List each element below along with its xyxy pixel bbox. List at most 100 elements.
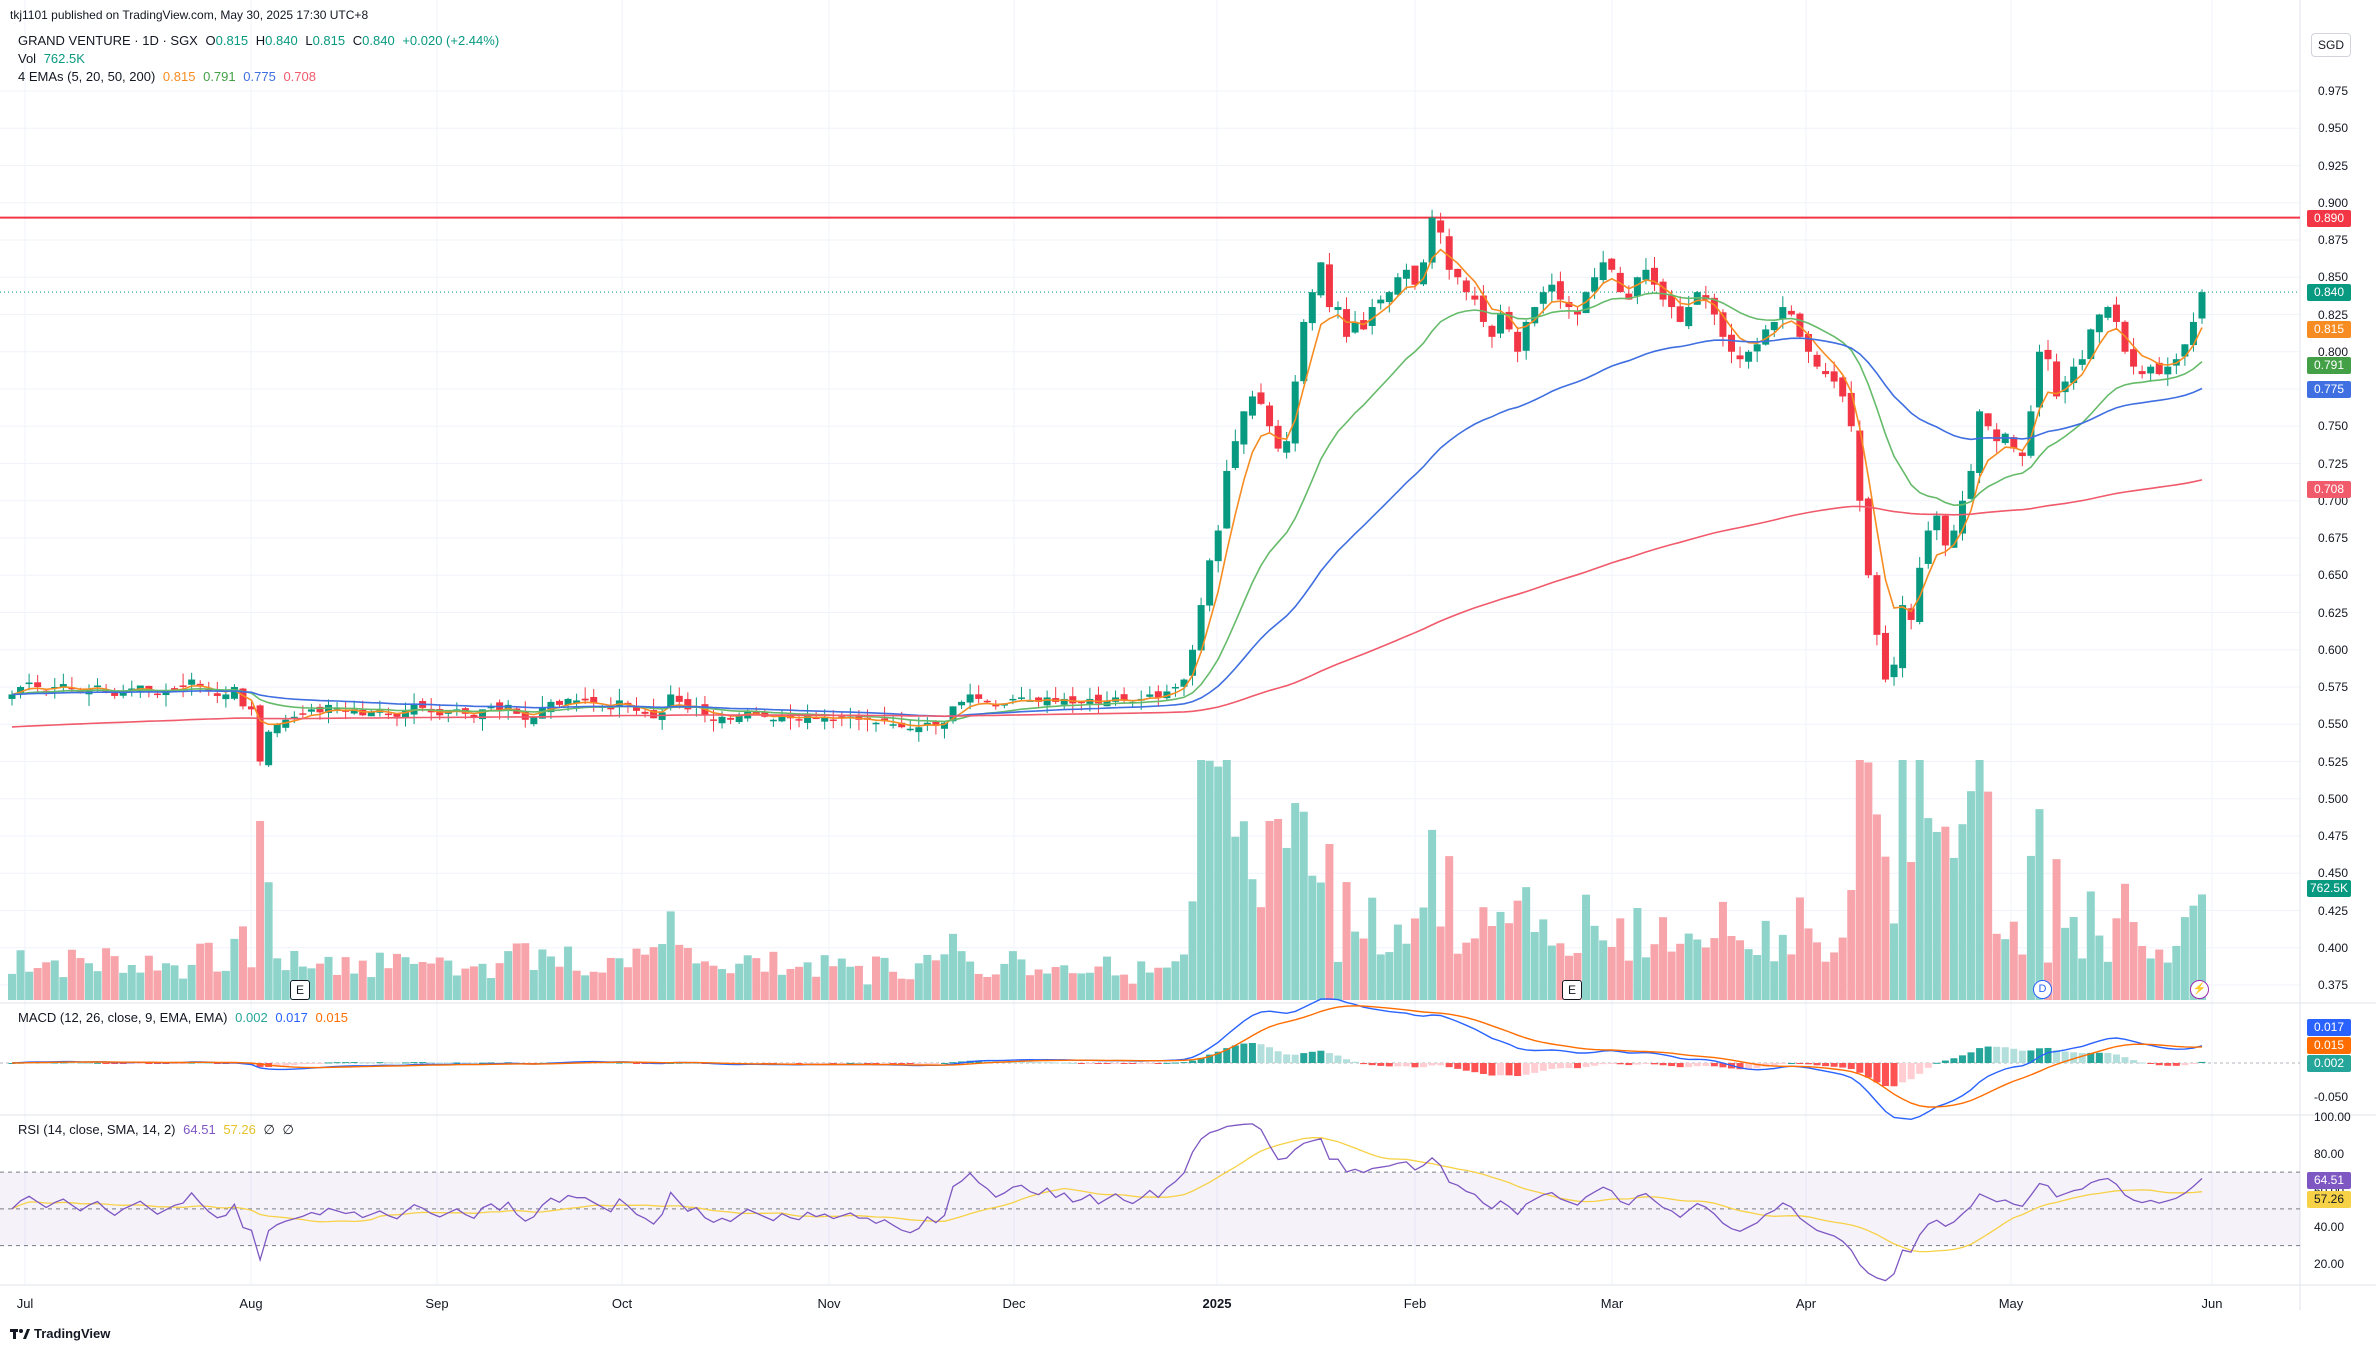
macd-histogram-bar [1103,1063,1111,1064]
macd-histogram-bar [282,1063,290,1066]
macd-histogram-bar [1514,1063,1522,1077]
macd-histogram-bar [1317,1050,1325,1063]
macd-histogram-bar [2138,1062,2146,1064]
candle-body [1642,269,1650,280]
volume-bar [401,957,410,1000]
macd-histogram-bar [1231,1045,1239,1063]
volume-bar [102,948,111,1000]
macd-histogram-bar [359,1062,367,1064]
earnings-event-icon[interactable]: E [290,980,310,1000]
dividend-event-icon[interactable]: D [2033,980,2052,999]
candle-body [248,706,256,710]
volume-bar [1017,959,1026,1000]
volume-bar [2026,855,2035,1000]
volume-bar [897,978,906,1000]
macd-histogram-bar [1479,1063,1487,1074]
price-badge: 0.815 [2307,321,2351,339]
candle-body [1488,325,1496,337]
candle-body [350,709,358,714]
macd-histogram-bar [333,1062,341,1064]
volume-bar [1684,933,1693,1000]
vol-value: 762.5K [43,51,85,66]
macd-histogram-bar [1582,1063,1590,1068]
price-tick: 0.900 [2318,195,2349,210]
macd-histogram-bar [1180,1062,1188,1064]
volume-bar [1855,760,1864,1000]
volume-bar [1958,824,1967,1000]
volume-bar [675,944,684,1000]
candle-body [1967,470,1975,499]
macd-histogram-bar [1693,1063,1701,1067]
macd-histogram-bar [684,1062,692,1064]
volume-bar [59,977,68,1000]
volume-bar [1693,939,1702,1000]
ema200-line [11,479,2203,728]
macd-histogram-bar [1069,1062,1077,1064]
volume-bar [1915,760,1924,1000]
volume-bar [863,984,872,1000]
rsi-empty-1: ∅ [263,1122,275,1137]
volume-bar [1376,954,1385,1000]
volume-bar [2035,809,2044,1000]
candle-body [1941,515,1949,546]
macd-histogram-bar [213,1063,221,1064]
volume-bar [16,950,25,1000]
volume-bar [1795,897,1804,1000]
candle-body [1539,292,1547,304]
candle-body [196,683,204,686]
volume-bar [1770,961,1779,1000]
candle-body [1685,307,1693,327]
volume-bar [2163,962,2172,1000]
candle-body [752,710,760,714]
volume-bar [1197,760,1206,1000]
volume-bar [2138,946,2147,1000]
macd-histogram-bar [350,1062,358,1064]
volume-bar [1701,947,1710,1000]
candle-body [1077,701,1085,704]
candle-body [265,731,273,766]
time-tick: 2025 [1202,1296,1232,1311]
volume-bar [2121,883,2130,1000]
candle-body [1334,307,1342,310]
macd-histogram-bar [444,1062,452,1064]
candle-body [1933,515,1941,531]
candle-body [1625,293,1633,300]
macd-histogram-bar [1368,1063,1376,1066]
volume-bar [1718,901,1727,1000]
macd-histogram-bar [2147,1063,2155,1064]
volume-bar [1599,940,1608,1000]
macd-histogram-bar [436,1062,444,1064]
volume-bar [50,960,59,1000]
volume-bar [1967,791,1976,1000]
volume-bar [42,962,51,1000]
volume-bar [1727,936,1736,1000]
volume-bar [1445,856,1454,1000]
volume-bar [974,973,983,1000]
candle-body [1873,575,1881,635]
volume-bar [1094,966,1103,1000]
candle-body [632,706,640,711]
candle-body [2147,366,2155,374]
macd-histogram-bar [2018,1050,2026,1063]
volume-bar [1624,960,1633,1000]
volume-bar [1641,957,1650,1000]
macd-histogram-bar [1385,1063,1393,1067]
volume-bar [2001,939,2010,1000]
volume-bar [1838,937,1847,1000]
macd-signal-line [11,1005,2203,1108]
macd-histogram-bar [2164,1063,2172,1066]
candle-body [162,691,170,696]
currency-button[interactable]: SGD [2311,33,2351,57]
lightning-event-icon[interactable]: ⚡ [2190,980,2209,999]
ema-legend: 4 EMAs (5, 20, 50, 200) 0.815 0.791 0.77… [18,69,320,84]
macd-histogram-bar [2112,1054,2120,1063]
candle-body [59,684,67,688]
candle-body [1368,307,1376,326]
earnings-event-icon[interactable]: E [1562,980,1582,1000]
macd-histogram-bar [607,1062,615,1064]
candle-body [573,700,581,704]
volume-bar [204,942,213,1000]
volume-bar [452,975,461,1000]
candle-body [1154,691,1162,698]
